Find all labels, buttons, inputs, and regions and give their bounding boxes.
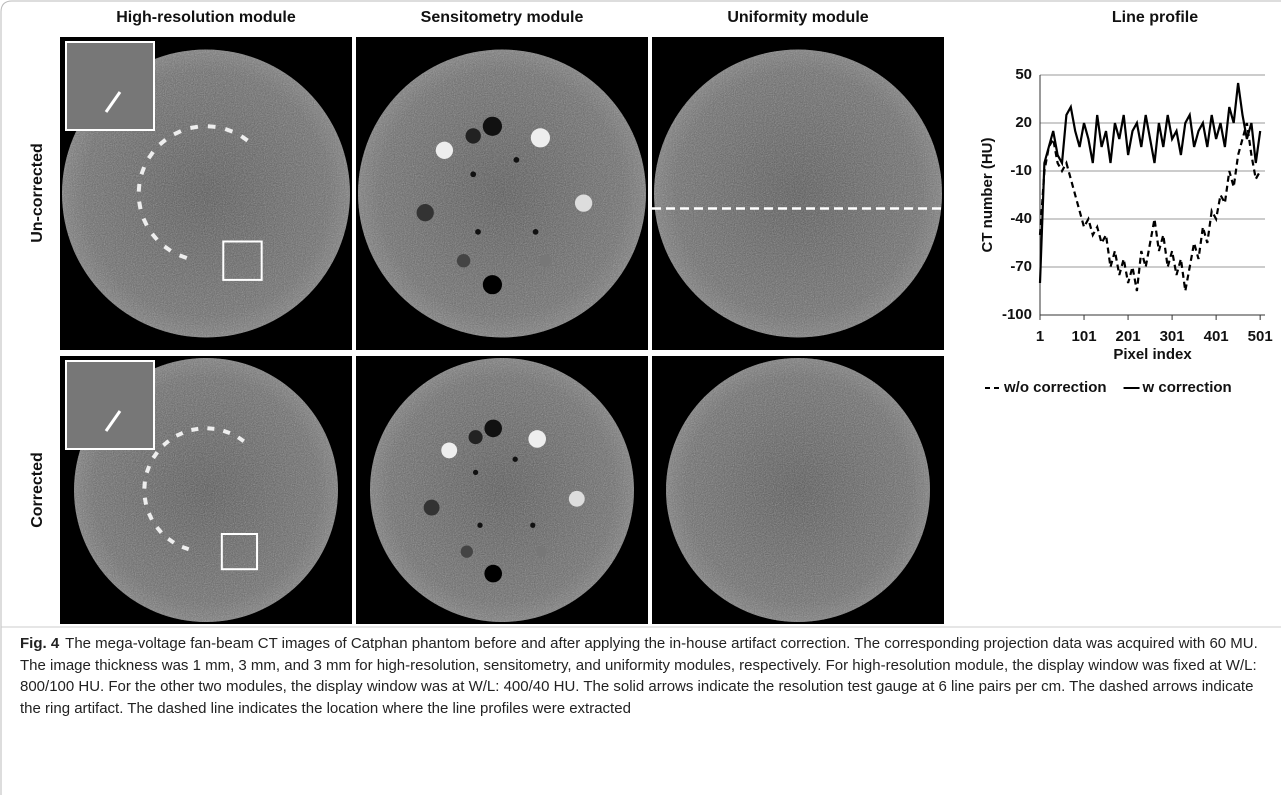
row-label: Un-corrected [29,143,46,243]
figure: High-resolution module Sensitometry modu… [0,0,1281,795]
chart-title: Line profile [1112,9,1198,26]
x-tick-label: 401 [1204,328,1229,345]
gauge-bar [207,426,214,431]
insert [417,204,434,221]
insert [530,523,535,528]
y-tick-label: -40 [1010,210,1032,227]
insert [469,430,483,444]
insert [514,157,520,163]
insert [536,546,547,557]
gauge-bar [208,124,216,129]
insert [436,142,453,159]
series-line [1040,123,1260,291]
insert [483,275,502,294]
x-tick-label: 201 [1116,328,1141,345]
insert [441,442,457,458]
row-label: Corrected [29,452,46,528]
y-tick-label: 20 [1015,114,1032,131]
insert [470,171,476,177]
column-title: High-resolution module [116,9,296,26]
insert [483,117,502,136]
inset [66,42,154,130]
y-tick-label: -10 [1010,162,1032,179]
insert [528,430,546,448]
y-tick-label: -70 [1010,258,1032,275]
legend-label: w/o correction [1003,379,1107,396]
noise-texture [358,50,646,338]
ct-image [356,356,648,624]
insert [457,254,470,267]
insert [513,457,518,462]
insert [484,420,502,438]
legend-label: w correction [1142,379,1232,396]
x-tick-label: 301 [1160,328,1185,345]
column-title: Sensitometry module [421,9,584,26]
x-axis-title: Pixel index [1113,346,1192,363]
gauge-bar [137,184,142,192]
insert [484,565,502,583]
noise-texture [370,358,634,622]
insert [575,194,592,211]
x-tick-label: 1 [1036,328,1044,345]
y-tick-label: 50 [1015,66,1032,83]
x-tick-label: 501 [1248,328,1273,345]
insert [533,229,539,235]
insert [569,491,585,507]
insert [473,470,478,475]
ct-image [60,356,352,624]
gauge-bar [142,481,147,488]
inset [66,361,154,449]
insert [466,128,481,143]
image-panels [60,37,972,624]
insert [424,500,440,516]
insert [477,523,482,528]
ct-image [652,37,972,350]
y-tick-label: -100 [1002,306,1032,323]
ct-image [356,37,648,350]
noise-texture [654,50,942,338]
insert [461,545,473,557]
insert [475,229,481,235]
ct-image [652,356,944,624]
ct-image [60,37,352,350]
column-title: Uniformity module [727,9,868,26]
caption-label: Fig. 4 [20,635,59,652]
noise-texture [666,358,930,622]
caption-text: The mega-voltage fan-beam CT images of C… [20,635,1258,717]
insert [539,255,551,267]
insert [531,128,550,147]
y-axis-title: CT number (HU) [979,138,996,253]
x-tick-label: 101 [1072,328,1097,345]
